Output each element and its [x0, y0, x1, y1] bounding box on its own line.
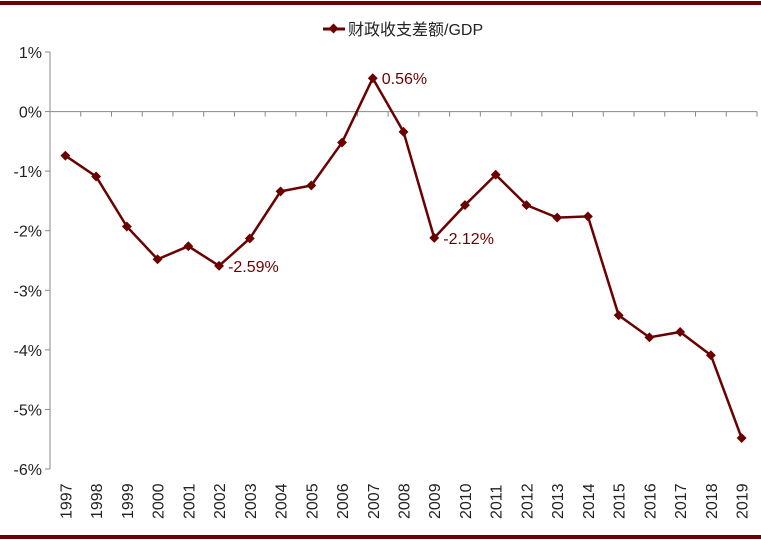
x-tick-label: 2009	[427, 483, 444, 519]
y-tick-label: -5%	[14, 402, 42, 419]
x-tick-label: 2011	[489, 484, 506, 519]
x-tick-label: 2015	[612, 483, 629, 519]
data-label: -2.12%	[443, 231, 494, 248]
x-tick-label: 2013	[550, 483, 567, 519]
data-point	[460, 200, 470, 211]
x-tick-label: 2014	[581, 483, 598, 519]
data-point	[644, 332, 655, 343]
top-border	[0, 1, 761, 5]
data-point	[367, 73, 378, 84]
x-tick-label: 1999	[120, 483, 137, 519]
y-tick-label: -3%	[14, 283, 42, 300]
legend-marker	[328, 23, 339, 34]
data-point	[244, 233, 255, 244]
y-tick-label: -2%	[14, 224, 42, 241]
x-tick-label: 2010	[458, 483, 475, 519]
data-point	[490, 169, 501, 180]
y-tick-label: 1%	[19, 45, 42, 62]
x-tick-label: 1997	[58, 483, 75, 519]
bottom-border	[0, 535, 761, 539]
data-point	[306, 180, 317, 191]
x-tick-label: 1998	[89, 483, 106, 519]
x-tick-label: 2017	[673, 483, 690, 519]
x-tick-label: 2000	[151, 483, 168, 519]
data-label: -2.59%	[228, 259, 279, 276]
x-tick-label: 2012	[519, 483, 536, 519]
x-tick-label: 2007	[366, 483, 383, 519]
legend-label: 财政收支差额/GDP	[348, 21, 483, 39]
x-tick-label: 2006	[335, 483, 352, 519]
x-tick-label: 2001	[181, 483, 198, 519]
x-tick-label: 2004	[274, 483, 291, 519]
data-point	[121, 221, 132, 232]
y-tick-label: -4%	[14, 343, 42, 360]
x-tick-label: 2002	[212, 483, 229, 519]
data-label: 0.56%	[382, 71, 427, 88]
data-point	[152, 254, 163, 265]
data-point	[613, 310, 624, 321]
y-tick-label: -6%	[14, 462, 42, 479]
data-point	[582, 211, 593, 222]
legend: 财政收支差额/GDP	[323, 21, 483, 39]
data-point	[183, 241, 194, 252]
y-tick-label: 0%	[19, 105, 42, 122]
x-tick-label: 2008	[397, 483, 414, 519]
data-point	[705, 350, 716, 361]
x-tick-label: 2005	[304, 483, 321, 519]
data-point	[91, 171, 102, 182]
data-point	[398, 126, 409, 137]
x-tick-label: 2019	[735, 483, 752, 519]
x-tick-label: 2018	[704, 483, 721, 519]
x-tick-label: 2016	[642, 483, 659, 519]
data-point	[521, 200, 532, 211]
data-point	[214, 260, 225, 271]
data-point	[275, 186, 286, 197]
x-tick-label: 2003	[243, 483, 260, 519]
data-point	[337, 137, 347, 148]
data-point	[429, 232, 440, 243]
data-point	[736, 433, 747, 443]
data-point	[552, 212, 563, 223]
data-point	[675, 327, 686, 337]
y-tick-label: -1%	[14, 164, 42, 181]
